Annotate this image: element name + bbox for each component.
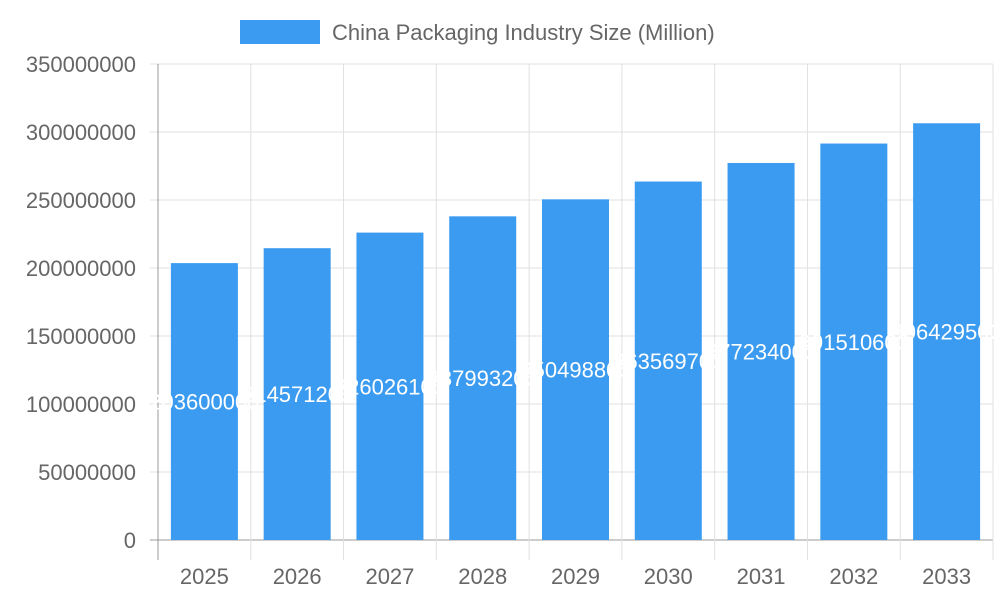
x-tick-label: 2029 [551,564,600,589]
x-tick-label: 2025 [180,564,229,589]
data-label: 263569700 [613,349,723,374]
y-tick-label: 200000000 [26,256,136,281]
x-tick-label: 2033 [922,564,971,589]
data-label: 277234000 [706,339,816,364]
x-tick-label: 2032 [829,564,878,589]
legend-swatch [240,20,320,44]
bar [263,248,331,540]
y-tick-label: 150000000 [26,324,136,349]
bar [820,143,888,540]
bar [634,181,702,540]
bar [727,162,795,540]
data-label: 291510600 [799,330,909,355]
x-tick-label: 2030 [644,564,693,589]
y-tick-label: 50000000 [38,460,136,485]
bar [542,199,609,540]
data-label: 226026100 [335,374,445,399]
data-label: 237993200 [428,366,538,391]
bar [356,232,424,541]
data-label: 306429500 [892,320,1000,345]
x-tick-label: 2027 [365,564,414,589]
data-label: 203600000 [149,390,259,415]
data-label: 250498800 [520,358,630,383]
y-tick-label: 300000000 [26,120,136,145]
bar [449,216,517,540]
y-tick-label: 250000000 [26,188,136,213]
y-tick-label: 350000000 [26,52,136,77]
bar [170,263,238,540]
x-tick-label: 2026 [273,564,322,589]
y-tick-label: 0 [124,528,136,553]
data-label: 214571200 [242,382,352,407]
x-tick-label: 2031 [737,564,786,589]
y-tick-label: 100000000 [26,392,136,417]
bar [913,123,981,540]
legend-label: China Packaging Industry Size (Million) [332,20,715,45]
x-tick-label: 2028 [458,564,507,589]
